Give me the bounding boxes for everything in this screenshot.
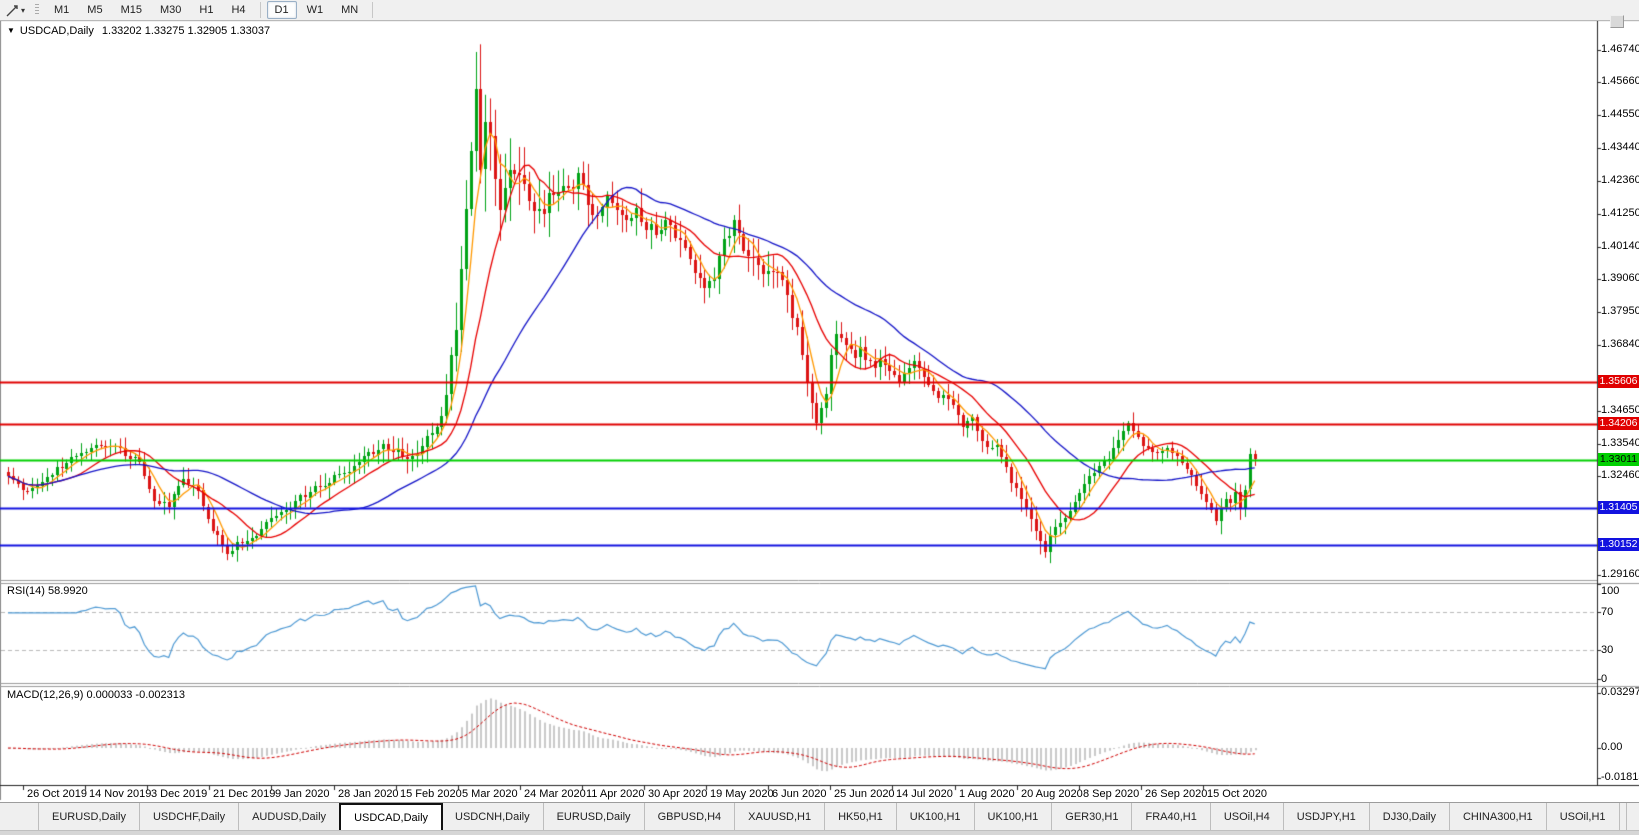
date-label: 6 Jun 2020 — [772, 788, 827, 800]
toolbar-separator — [259, 2, 261, 18]
timeframe-buttons: M1 M5 M15 M30 H1 H4 D1 W1 MN — [45, 1, 378, 19]
price-tick-label: 1.33540 — [1601, 436, 1639, 449]
toolbar-grip[interactable] — [35, 4, 40, 16]
macd-axis-label: 0.00 — [1601, 741, 1623, 753]
chart-tab-bar: EURUSD,Daily USDCHF,Daily AUDUSD,Daily USDC… — [0, 802, 1639, 830]
price-tick-label: 1.42360 — [1601, 173, 1639, 186]
one-click-trading-icon[interactable]: ▼ — [7, 26, 15, 35]
price-tick-label: 1.32460 — [1601, 469, 1639, 482]
timeframe-button-m1[interactable]: M1 — [54, 4, 70, 16]
price-tick-label: 1.40140 — [1601, 239, 1639, 252]
date-label: 15 Oct 2020 — [1207, 788, 1267, 800]
timeframe-button-h1[interactable]: H1 — [199, 4, 214, 16]
chart-tab-china300-h1[interactable]: CHINA300,H1 — [1450, 803, 1547, 830]
chart-tab-xauusd-h1[interactable]: XAUUSD,H1 — [735, 803, 826, 830]
chart-tab-usdcad-daily[interactable]: USDCAD,Daily — [339, 803, 444, 830]
price-tick-label: 1.36840 — [1601, 338, 1639, 351]
price-tick-label: 1.44550 — [1601, 108, 1639, 121]
date-label: 1 Aug 2020 — [959, 788, 1015, 800]
timeframe-toolbar: ▾ M1 M5 M15 M30 H1 H4 D1 W1 MN — [0, 0, 1639, 21]
rsi-axis-label: 100 — [1601, 585, 1620, 597]
date-label: 28 Jan 2020 — [338, 788, 399, 800]
timeframe-button-d1[interactable]: D1 — [266, 1, 297, 19]
hline-price-label[interactable]: 1.33011 — [1598, 453, 1639, 466]
rsi-axis-label: 30 — [1601, 644, 1614, 656]
rsi-axis-label: 70 — [1601, 606, 1614, 618]
price-tick-label: 1.41250 — [1601, 206, 1639, 219]
chart-tab-ger30-h1[interactable]: GER30,H1 — [1052, 803, 1133, 830]
symbol-period-label: USDCAD,Daily — [19, 25, 94, 37]
date-label: 30 Apr 2020 — [648, 788, 708, 800]
rsi-axis-label: 0 — [1601, 672, 1608, 685]
ohlc-values: 1.33202 1.33275 1.32905 1.33037 — [101, 25, 271, 37]
chart-tab-fra40-h1[interactable]: FRA40,H1 — [1132, 803, 1211, 830]
price-tick-label: 1.37950 — [1601, 305, 1639, 318]
price-tick-label: 1.29160 — [1601, 567, 1639, 580]
date-label: 14 Jul 2020 — [896, 788, 953, 800]
date-label: 11 Apr 2020 — [586, 788, 645, 800]
chart-tab-usdchf-daily[interactable]: USDCHF,Daily — [140, 803, 240, 830]
chart-tab-uk100-h1[interactable]: UK100,H1 — [975, 803, 1053, 830]
chart-tab-hk50-h1[interactable]: HK50,H1 — [825, 803, 897, 830]
timeframe-button-m30[interactable]: M30 — [159, 4, 182, 16]
date-label: 3 Dec 2019 — [151, 788, 208, 800]
chart-tab-dj30-daily[interactable]: DJ30,Daily — [1370, 803, 1450, 830]
chart-tab-audusd-daily[interactable]: AUDUSD,Daily — [239, 803, 341, 830]
price-tick-label: 1.45660 — [1601, 75, 1639, 87]
date-label: 9 Jan 2020 — [275, 788, 330, 800]
date-label: 15 Feb 2020 — [400, 788, 462, 800]
date-label: 26 Oct 2019 — [27, 788, 87, 800]
date-label: 25 Jun 2020 — [834, 788, 895, 800]
rsi-label: RSI(14) 58.9920 — [7, 585, 88, 597]
chart-tab-uk100-h1[interactable]: UK100,H1 — [897, 803, 975, 830]
chart-tab-eurusd-daily[interactable]: EURUSD,Daily — [544, 803, 645, 830]
timeframe-button-w1[interactable]: W1 — [306, 4, 324, 16]
date-label: 21 Dec 2019 — [213, 788, 276, 800]
chart-tab-gbpusd-h4[interactable]: GBPUSD,H4 — [645, 803, 736, 830]
tab-scroll-left-icon[interactable]: ◂ — [1635, 812, 1639, 821]
date-label: 14 Nov 2019 — [89, 788, 152, 800]
price-tick-label: 1.34650 — [1601, 403, 1639, 416]
chevron-down-icon[interactable]: ▾ — [21, 5, 26, 15]
hline-price-label[interactable]: 1.35606 — [1598, 375, 1639, 388]
price-tick-label: 1.39060 — [1601, 272, 1639, 285]
trendline-pointer-icon[interactable] — [4, 3, 20, 17]
tab-scroll-controls: ◂▸ — [1625, 803, 1639, 830]
timeframe-button-mn[interactable]: MN — [341, 4, 359, 16]
hline-price-label[interactable]: 1.30152 — [1598, 538, 1639, 551]
hline-price-label[interactable]: 1.34206 — [1598, 417, 1639, 430]
date-label: 19 May 2020 — [710, 788, 774, 800]
date-label: 5 Mar 2020 — [462, 788, 518, 800]
chart-tab-usdcnh-daily[interactable]: USDCNH,Daily — [442, 803, 544, 830]
toolbar-overflow-button[interactable] — [1610, 15, 1624, 28]
date-label: 20 Aug 2020 — [1021, 788, 1083, 800]
chart-tab-usoil-h1[interactable]: USOil,H1 — [1547, 803, 1620, 830]
timeframe-button-m15[interactable]: M15 — [120, 4, 142, 16]
macd-axis-label: -0.018154 — [1601, 771, 1639, 784]
chart-title: ▼ USDCAD,Daily 1.33202 1.33275 1.32905 1.3… — [7, 25, 270, 37]
chart-tab-eurusd-daily[interactable]: EURUSD,Daily — [38, 803, 140, 830]
toolbar-separator — [372, 2, 374, 18]
date-label: 8 Sep 2020 — [1083, 788, 1140, 800]
macd-axis-label: 0.032972 — [1601, 686, 1639, 698]
date-label: 24 Mar 2020 — [524, 788, 586, 800]
date-label: 26 Sep 2020 — [1145, 788, 1208, 800]
hline-price-label[interactable]: 1.31405 — [1598, 501, 1639, 514]
macd-label: MACD(12,26,9) 0.000033 -0.002313 — [7, 689, 185, 701]
timeframe-button-m5[interactable]: M5 — [87, 4, 103, 16]
window-resize-strip — [0, 830, 1639, 835]
chart-tab-usdjpy-h1[interactable]: USDJPY,H1 — [1284, 803, 1370, 830]
timeframe-button-h4[interactable]: H4 — [231, 4, 246, 16]
chart-tab-usoil-h4[interactable]: USOil,H4 — [1211, 803, 1284, 830]
price-tick-label: 1.46740 — [1601, 42, 1639, 55]
price-tick-label: 1.43440 — [1601, 141, 1639, 154]
